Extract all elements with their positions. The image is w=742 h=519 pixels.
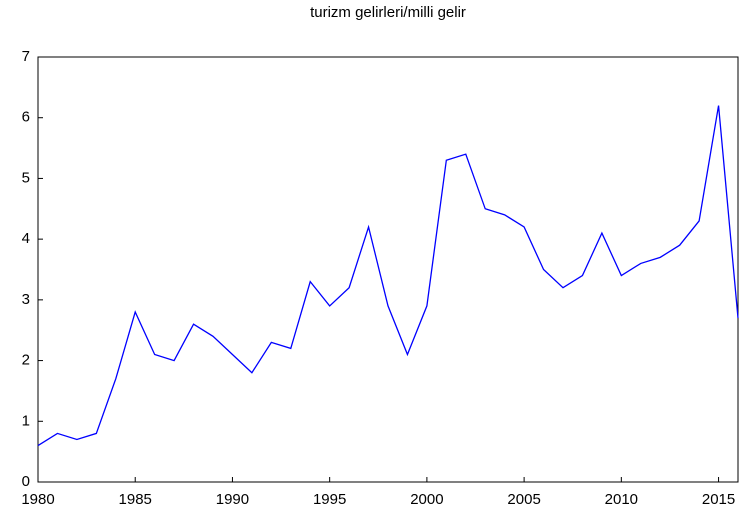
x-tick-label: 2015: [702, 491, 735, 508]
y-tick-label: 6: [22, 109, 30, 126]
y-tick-label: 0: [22, 473, 30, 490]
y-tick-label: 1: [22, 412, 30, 429]
y-tick-label: 4: [22, 230, 30, 247]
x-tick-label: 1980: [21, 491, 54, 508]
x-tick-label: 2000: [410, 491, 443, 508]
x-tick-label: 1990: [216, 491, 249, 508]
x-tick-label: 2010: [605, 491, 638, 508]
y-tick-label: 5: [22, 169, 30, 186]
x-tick-label: 2005: [507, 491, 540, 508]
plot-frame: [37, 56, 739, 483]
x-tick-label: 1995: [313, 491, 346, 508]
y-tick-label: 7: [22, 48, 30, 65]
y-tick-label: 2: [22, 352, 30, 369]
x-tick-label: 1985: [119, 491, 152, 508]
chart-title: turizm gelirleri/milli gelir: [310, 4, 466, 21]
data-line: [37, 105, 739, 447]
y-tick-label: 3: [22, 291, 30, 308]
